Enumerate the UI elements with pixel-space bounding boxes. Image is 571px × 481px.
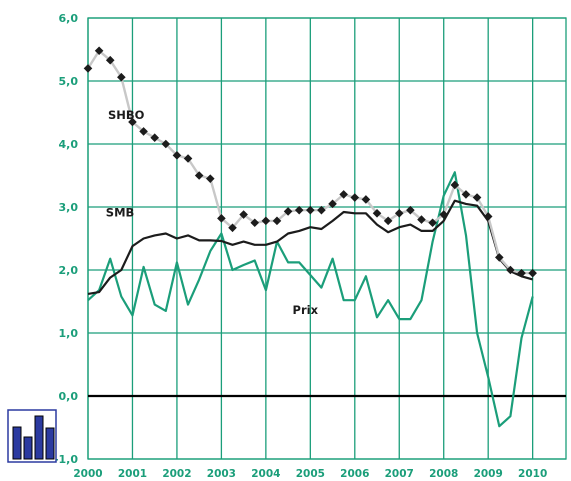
data-point-shbo: [250, 218, 260, 228]
grid: [87, 17, 567, 460]
series-line-prix: [87, 171, 534, 428]
data-point-shbo: [150, 133, 159, 142]
data-point-shbo: [428, 218, 437, 228]
data-point-shbo: [194, 171, 204, 180]
data-point-shbo: [350, 193, 360, 202]
series-line-smb: [87, 199, 533, 295]
marker-group: [83, 46, 537, 278]
data-point-shbo: [217, 214, 226, 223]
data-point-shbo: [317, 205, 326, 215]
data-point-shbo: [483, 212, 493, 221]
x-tick-label: 2010: [518, 468, 547, 480]
tick-group: 6,0 5,0 4,0 3,0 2,0 1,0 0,0 -1,0 2000 2001 2002 200…: [54, 12, 547, 480]
x-tick-label: 2001: [118, 468, 147, 480]
data-point-shbo: [328, 199, 337, 209]
series-label-shbo: SHBO: [108, 108, 145, 122]
series-label-smb: SMB: [106, 205, 134, 219]
x-tick-label: 2002: [162, 468, 191, 480]
data-point-shbo: [117, 72, 126, 82]
data-point-shbo: [450, 180, 460, 190]
data-point-shbo: [372, 209, 382, 218]
data-point-shbo: [161, 139, 171, 149]
y-tick-label: 4,0: [59, 138, 79, 151]
data-point-shbo: [239, 210, 248, 219]
data-point-shbo: [528, 268, 537, 278]
x-tick-label: 2008: [429, 468, 458, 480]
data-point-shbo: [128, 117, 137, 127]
x-tick-label: 2004: [251, 468, 280, 480]
data-point-shbo: [495, 253, 504, 262]
data-point-shbo: [506, 265, 515, 275]
data-point-shbo: [83, 64, 93, 73]
x-tick-label: 2007: [385, 468, 414, 480]
data-point-shbo: [439, 210, 449, 219]
bar-chart-icon: [7, 409, 57, 463]
x-tick-label: 2006: [340, 468, 369, 480]
y-tick-label: 3,0: [59, 201, 79, 214]
data-point-shbo: [294, 205, 304, 215]
data-point-shbo: [261, 216, 271, 226]
y-tick-label: 2,0: [59, 264, 79, 277]
label-group: SHBO SMB Prix: [106, 108, 319, 317]
data-point-shbo: [472, 193, 482, 202]
data-point-shbo: [361, 195, 371, 204]
data-point-shbo: [461, 190, 471, 199]
y-tick-label: 0,0: [59, 390, 79, 403]
data-point-shbo: [94, 46, 104, 56]
x-tick-label: 2009: [474, 468, 503, 480]
x-tick-label: 2000: [73, 468, 102, 480]
data-point-shbo: [383, 216, 393, 226]
data-point-shbo: [183, 154, 193, 163]
data-point-shbo: [205, 174, 215, 183]
data-point-shbo: [394, 209, 404, 218]
data-point-shbo: [172, 151, 182, 160]
y-tick-label: 5,0: [59, 75, 79, 88]
data-point-shbo: [105, 55, 115, 65]
y-tick-label: -1,0: [54, 453, 78, 466]
series-label-prix: Prix: [293, 303, 319, 317]
data-point-shbo: [306, 205, 315, 215]
y-tick-label: 6,0: [59, 12, 79, 25]
data-point-shbo: [139, 127, 148, 136]
data-point-shbo: [517, 268, 526, 278]
data-point-shbo: [228, 223, 237, 233]
y-tick-label: 1,0: [59, 327, 79, 340]
x-tick-label: 2005: [296, 468, 325, 480]
data-point-shbo: [283, 207, 293, 216]
data-point-shbo: [406, 205, 415, 215]
data-point-shbo: [272, 216, 282, 226]
x-tick-label: 2003: [207, 468, 236, 480]
data-point-shbo: [339, 190, 348, 199]
data-point-shbo: [417, 215, 426, 224]
